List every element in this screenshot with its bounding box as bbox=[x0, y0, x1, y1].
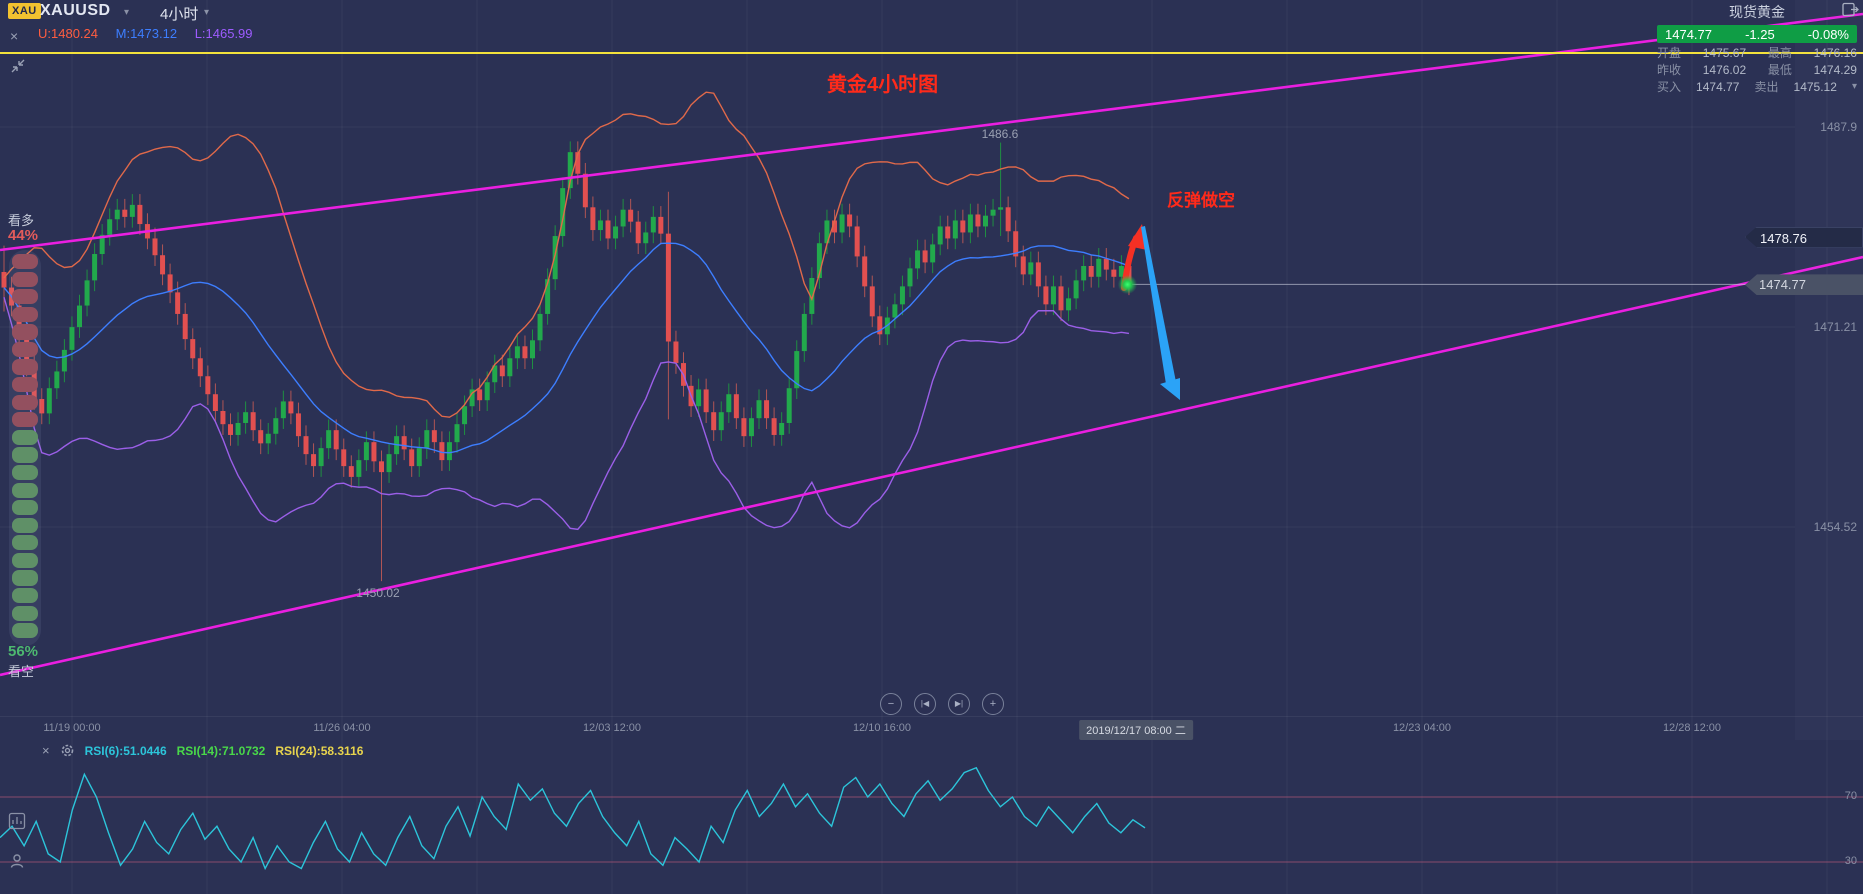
chevron-down-icon[interactable]: ▾ bbox=[204, 7, 209, 18]
sentiment-segment bbox=[12, 394, 38, 410]
sentiment-segment bbox=[12, 324, 38, 340]
time-tick-label: 11/26 04:00 bbox=[313, 722, 371, 734]
ask-label: 卖出 bbox=[1754, 80, 1779, 94]
price-axis[interactable] bbox=[1795, 0, 1863, 740]
last-price-glow-dot bbox=[1118, 275, 1137, 294]
time-tick-label: 12/10 16:00 bbox=[852, 722, 912, 734]
current-bar-date-badge: 2019/12/17 08:00 二 bbox=[1079, 720, 1193, 740]
sentiment-segment bbox=[12, 377, 38, 393]
bear-label: 看空 bbox=[8, 664, 35, 679]
rsi6-reading: RSI(6):51.0446 bbox=[84, 743, 167, 758]
bollinger-middle-value: M:1473.12 bbox=[115, 26, 178, 41]
collapse-arrows-icon[interactable] bbox=[10, 58, 26, 74]
chevron-down-icon[interactable]: ▾ bbox=[124, 7, 130, 18]
sentiment-segment bbox=[12, 464, 38, 481]
quote-price-badge: 1474.77 -1.25 -0.08% bbox=[1657, 25, 1857, 43]
time-tick-label: 12/23 04:00 bbox=[1392, 722, 1452, 734]
bollinger-lower-value: L:1465.99 bbox=[194, 26, 253, 41]
bull-label: 看多 bbox=[8, 213, 35, 228]
quote-row: 开盘 1475.67 最高 1476.16 bbox=[1657, 46, 1857, 60]
sentiment-segment bbox=[12, 254, 38, 270]
sentiment-segment bbox=[12, 535, 38, 551]
sentiment-segment bbox=[12, 412, 38, 428]
bear-percent: 56% bbox=[8, 643, 39, 660]
rsi-header: × RSI(6):51.0446 RSI(14):71.0732 RSI(24)… bbox=[42, 743, 363, 758]
current-price-badge: 1474.77 bbox=[1745, 274, 1863, 296]
symbol-selector[interactable]: XAUUSD bbox=[40, 2, 111, 19]
chart-title-annotation: 黄金4小时图 bbox=[827, 74, 939, 96]
bid-value: 1474.77 bbox=[1696, 80, 1740, 94]
rsi-level-70-label: 70 bbox=[1844, 790, 1857, 802]
person-icon[interactable] bbox=[8, 852, 26, 870]
swing-low-label: 1450.02 bbox=[356, 585, 400, 600]
open-label: 开盘 bbox=[1657, 46, 1682, 60]
chart-navigation: − |◀ ▶| + bbox=[880, 693, 1004, 715]
symbol-logo-badge: XAU bbox=[8, 3, 41, 19]
quote-change-pct: -0.08% bbox=[1807, 27, 1849, 42]
sentiment-segment bbox=[12, 623, 38, 639]
quote-title: 现货黄金 bbox=[1729, 4, 1785, 20]
swing-high-label: 1486.6 bbox=[981, 126, 1019, 141]
quote-row: 昨收 1476.02 最低 1474.29 bbox=[1657, 63, 1857, 77]
zoom-out-button[interactable]: − bbox=[880, 693, 902, 715]
time-tick-label: 12/28 12:00 bbox=[1662, 722, 1722, 734]
zoom-in-button[interactable]: + bbox=[982, 693, 1004, 715]
quote-panel: 现货黄金 1474.77 -1.25 -0.08% 开盘 1475.67 最高 … bbox=[1657, 0, 1857, 94]
sentiment-segment bbox=[12, 306, 38, 322]
bid-label: 买入 bbox=[1657, 80, 1682, 94]
quote-last-price: 1474.77 bbox=[1665, 27, 1712, 42]
sentiment-segment bbox=[12, 570, 38, 586]
indicator-template-icon[interactable] bbox=[8, 812, 26, 830]
time-tick-label: 12/03 12:00 bbox=[582, 722, 642, 734]
sentiment-segment bbox=[12, 271, 38, 287]
sentiment-segment bbox=[12, 500, 38, 516]
rsi-level-30-label: 30 bbox=[1844, 855, 1857, 867]
sentiment-segment bbox=[12, 289, 38, 305]
sentiment-segment bbox=[12, 341, 38, 358]
sentiment-gauge bbox=[9, 250, 41, 646]
sentiment-segment bbox=[12, 429, 38, 445]
sentiment-segment bbox=[12, 517, 38, 533]
go-start-button[interactable]: |◀ bbox=[914, 693, 936, 715]
rsi-chart-canvas[interactable] bbox=[0, 740, 1863, 894]
prevclose-label: 昨收 bbox=[1657, 63, 1682, 77]
rsi24-reading: RSI(24):58.3116 bbox=[275, 743, 364, 758]
price-tick-label: 1487.9 bbox=[1820, 120, 1857, 134]
bollinger-upper-value: U:1480.24 bbox=[38, 26, 98, 41]
close-rsi-icon[interactable]: × bbox=[42, 743, 50, 758]
rsi14-reading: RSI(14):71.0732 bbox=[176, 743, 266, 758]
quote-change: -1.25 bbox=[1745, 27, 1775, 42]
quote-row: 买入 1474.77 卖出 1475.12 ▾ bbox=[1657, 80, 1857, 94]
go-end-button[interactable]: ▶| bbox=[948, 693, 970, 715]
sentiment-segment bbox=[12, 447, 38, 463]
bull-percent: 44% bbox=[8, 227, 39, 244]
alert-price-badge[interactable]: 1478.76 bbox=[1745, 226, 1863, 248]
price-tick-label: 1454.52 bbox=[1813, 519, 1857, 534]
close-indicator-icon[interactable]: × bbox=[10, 28, 19, 44]
sentiment-segment bbox=[12, 552, 38, 569]
sentiment-segment bbox=[12, 482, 38, 498]
open-value: 1475.67 bbox=[1702, 46, 1747, 60]
high-label: 最高 bbox=[1767, 46, 1792, 60]
time-axis[interactable]: 2019/12/17 08:00 二 11/19 00:00 11/26 04:0… bbox=[0, 716, 1863, 740]
timeframe-selector[interactable]: 4小时 bbox=[160, 6, 199, 23]
gear-icon[interactable] bbox=[60, 743, 75, 758]
low-value: 1474.29 bbox=[1813, 63, 1857, 77]
quote-expand-chevron[interactable]: ▾ bbox=[1851, 81, 1857, 92]
ask-value: 1475.12 bbox=[1793, 80, 1837, 94]
sentiment-segment bbox=[12, 359, 38, 375]
panel-export-icon[interactable] bbox=[1842, 2, 1859, 17]
sentiment-segment bbox=[12, 605, 38, 621]
high-value: 1476.16 bbox=[1813, 46, 1857, 60]
price-tick-label: 1471.21 bbox=[1813, 319, 1857, 334]
trade-note-annotation: 反弹做空 bbox=[1167, 191, 1235, 210]
time-tick-label: 11/19 00:00 bbox=[43, 722, 101, 734]
yellow-alert-line[interactable] bbox=[0, 52, 1863, 54]
low-label: 最低 bbox=[1767, 63, 1792, 77]
sentiment-segment bbox=[12, 587, 38, 604]
prevclose-value: 1476.02 bbox=[1702, 63, 1747, 77]
main-chart-canvas[interactable] bbox=[0, 0, 1863, 740]
bollinger-legend: U:1480.24 M:1473.12 L:1465.99 bbox=[38, 26, 267, 41]
